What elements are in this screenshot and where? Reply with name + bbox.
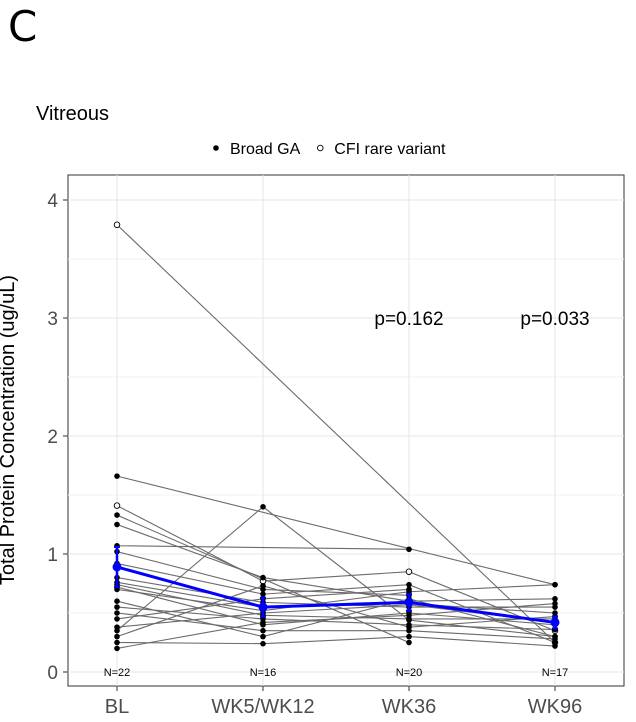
x-tick-label: WK36 — [382, 696, 436, 718]
x-axis: BL WK5/WK12 WK36 WK96 — [105, 686, 582, 718]
mean-line — [116, 565, 556, 624]
y-tick-label: 3 — [47, 309, 58, 330]
subject-point-filled — [260, 583, 266, 589]
n-label: N=22 — [104, 667, 131, 679]
subject-line — [116, 506, 556, 638]
panel-letter: C — [8, 2, 38, 51]
legend-marker-filled — [213, 145, 219, 151]
subject-line — [116, 545, 410, 550]
n-labels: N=22 N=16 N=20 N=17 — [104, 667, 569, 679]
subject-point-filled — [552, 596, 558, 602]
mean-point — [550, 617, 560, 627]
subject-line — [116, 224, 556, 643]
y-tick-label: 4 — [47, 191, 58, 212]
p-value-annotation: p=0.162 — [374, 309, 443, 330]
subject-line — [116, 598, 556, 638]
y-axis-label: Total Protein Concentration (ug/uL) — [0, 275, 19, 585]
subject-point-filled — [260, 591, 266, 597]
subject-point-filled — [114, 512, 120, 518]
subject-line — [116, 505, 556, 632]
subject-point-filled — [114, 610, 120, 616]
subject-point-filled — [114, 473, 120, 479]
legend-marker-open — [317, 144, 324, 152]
subject-line — [116, 603, 556, 649]
mean-point — [112, 562, 122, 572]
x-tick-label: WK5/WK12 — [211, 696, 314, 718]
subject-point-filled — [114, 627, 120, 634]
subject-point-filled — [114, 604, 120, 610]
subject-point-open — [405, 568, 413, 575]
subject-point-filled — [406, 586, 412, 593]
subject-point-filled — [114, 616, 120, 622]
n-label: N=16 — [250, 667, 277, 679]
subject-point-filled — [260, 633, 266, 640]
subject-point-filled — [260, 574, 266, 581]
subject-point-filled — [406, 639, 412, 646]
subject-line — [116, 584, 556, 612]
subject-line — [116, 636, 556, 647]
subject-line — [116, 585, 556, 638]
subject-point-filled — [552, 639, 558, 646]
legend: Broad GA CFI rare variant — [213, 141, 446, 158]
mean-point — [404, 597, 414, 607]
subject-point-filled — [114, 521, 120, 528]
subject-point-filled — [406, 633, 412, 640]
subject-line — [116, 606, 556, 631]
subject-point-filled — [406, 612, 412, 619]
subject-point-filled — [552, 581, 558, 588]
n-label: N=20 — [396, 667, 423, 679]
mean-layer — [112, 545, 560, 630]
y-tick-label: 0 — [47, 663, 58, 684]
subject-point-filled — [406, 546, 412, 553]
subject-point-filled — [260, 619, 266, 626]
p-value-annotation: p=0.033 — [520, 309, 589, 330]
subject-point-filled — [260, 504, 266, 510]
subject-point-filled — [406, 624, 412, 630]
legend-label: CFI rare variant — [334, 141, 446, 158]
subject-line — [116, 612, 556, 640]
mean-point — [258, 602, 268, 612]
n-label: N=17 — [542, 667, 569, 679]
subject-point-filled — [406, 581, 412, 588]
subject-point-filled — [114, 645, 120, 652]
legend-label: Broad GA — [230, 141, 301, 158]
subject-point-filled — [114, 633, 120, 640]
chart-title: Vitreous — [36, 103, 109, 125]
subject-point-filled — [260, 640, 266, 647]
x-tick-label: WK96 — [528, 696, 582, 718]
plot-area — [67, 174, 625, 687]
subject-point-open — [113, 502, 121, 509]
y-axis: 0 1 2 3 4 — [47, 191, 68, 684]
subject-point-filled — [552, 600, 558, 607]
subject-point-filled — [114, 639, 120, 646]
subject-point-filled — [552, 633, 558, 640]
y-tick-label: 2 — [47, 427, 58, 448]
annotations: p=0.162 p=0.033 — [374, 309, 589, 330]
x-tick-label: BL — [105, 696, 129, 718]
subject-line — [116, 475, 556, 586]
y-tick-label: 1 — [47, 545, 58, 566]
subject-point-open — [113, 221, 121, 229]
subject-point-filled — [260, 627, 266, 634]
subject-point-filled — [114, 598, 120, 604]
subject-point-filled — [406, 617, 412, 623]
